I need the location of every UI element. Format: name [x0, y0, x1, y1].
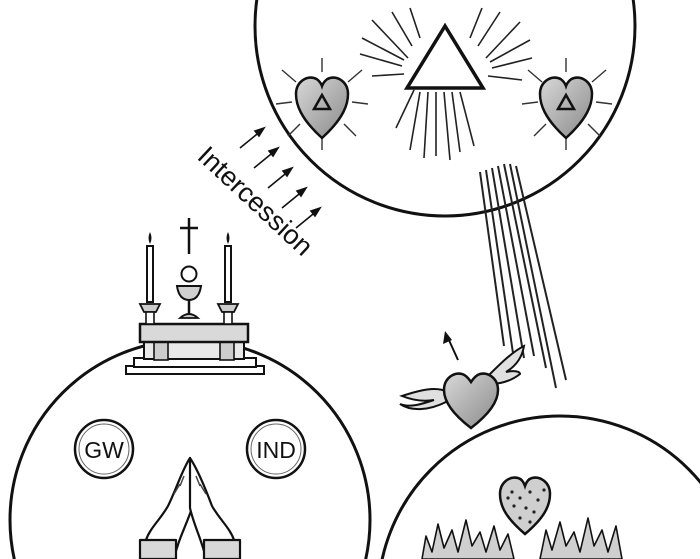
descending-rays	[479, 163, 567, 389]
chalice-icon	[175, 265, 203, 319]
badge-gw-label: GW	[84, 437, 124, 463]
candle-icon	[216, 232, 240, 325]
flames-icon	[421, 517, 623, 559]
heaven-circle	[253, 0, 637, 218]
badge-gw: GW	[73, 418, 135, 480]
altar	[125, 322, 265, 375]
triangle-icon	[359, 7, 533, 161]
praying-hands-icon	[138, 456, 242, 559]
heart-icon	[498, 476, 552, 536]
intercession-label: Intercession	[192, 140, 319, 261]
badge-ind: IND	[245, 418, 307, 480]
badge-ind-label: IND	[256, 437, 296, 463]
intercession-arrows	[239, 126, 322, 229]
winged-heart-icon	[399, 331, 526, 430]
heart-icon	[521, 58, 613, 150]
heart-icon	[275, 58, 369, 150]
candle-icon	[138, 232, 162, 325]
cross-icon	[180, 218, 198, 254]
